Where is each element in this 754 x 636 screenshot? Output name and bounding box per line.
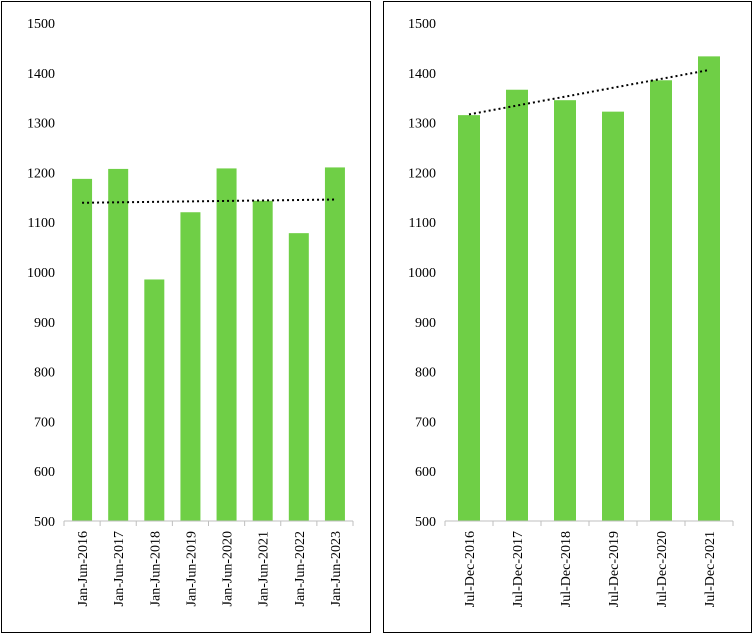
chart1-bar <box>602 111 624 522</box>
chart0-ytick-label: 600 <box>34 465 55 480</box>
chart1-ytick-label: 700 <box>415 415 436 430</box>
chart0-ytick-label: 1100 <box>28 216 55 231</box>
chart-panel-right: 500 600 700 800 900 1000 1100 1200 1300 1400 1500 J… <box>383 1 752 633</box>
chart1-xtick-label: Jul-Dec-2017 <box>511 531 526 607</box>
chart1-ytick-label: 1000 <box>408 266 436 281</box>
chart1-trendline <box>468 69 710 116</box>
chart1-ytick-label: 600 <box>415 465 436 480</box>
chart0-bar <box>216 168 237 521</box>
chart1-ytick-label: 1500 <box>408 17 436 32</box>
chart0-ytick-label: 1500 <box>27 17 55 32</box>
chart1-ytick-label: 1100 <box>409 216 436 231</box>
chart1-ytick-label: 500 <box>415 515 436 530</box>
chart1-xtick-label: Jul-Dec-2016 <box>463 531 478 607</box>
chart1-xtick-label: Jul-Dec-2019 <box>607 531 622 607</box>
chart1-bar <box>650 80 672 522</box>
chart1-ytick-label: 800 <box>415 366 436 381</box>
chart0-ytick-label: 1300 <box>27 117 55 132</box>
chart-right-svg: 500 600 700 800 900 1000 1100 1200 1300 1400 1500 J… <box>408 17 734 607</box>
chart1-ytick-label: 1200 <box>408 166 436 181</box>
chart0-ytick-label: 1400 <box>27 67 55 82</box>
chart1-bar <box>698 56 720 522</box>
chart0-xtick-label: Jan-Jun-2020 <box>221 531 236 606</box>
chart0-xtick-label: Jan-Jun-2022 <box>293 531 308 606</box>
chart0-xtick-label: Jan-Jun-2023 <box>329 531 344 606</box>
chart1-bar <box>458 115 480 521</box>
chart1-xtick-label: Jul-Dec-2021 <box>703 531 718 607</box>
chart0-bar <box>144 279 165 521</box>
chart0-ytick-label: 800 <box>34 366 55 381</box>
chart1-bar <box>506 89 528 522</box>
chart0-bar <box>72 178 93 521</box>
chart0-trendline <box>82 198 335 204</box>
chart0-xtick-label: Jan-Jun-2018 <box>148 531 163 606</box>
chart0-ytick-label: 500 <box>34 515 55 530</box>
chart0-ytick-label: 1000 <box>27 266 55 281</box>
chart0-xtick-label: Jan-Jun-2017 <box>112 531 127 606</box>
chart-panel-left: 500 600 700 800 900 1000 1100 1200 1300 1400 1500 J… <box>1 1 371 633</box>
chart1-xtick-label: Jul-Dec-2020 <box>655 531 670 607</box>
chart0-bar <box>180 212 201 522</box>
chart1-bar <box>554 100 576 521</box>
chart1-ytick-label: 1300 <box>408 117 436 132</box>
chart0-xtick-label: Jan-Jun-2016 <box>76 531 91 606</box>
chart0-bar <box>288 233 309 521</box>
chart0-ytick-label: 700 <box>34 415 55 430</box>
chart0-xtick-label: Jan-Jun-2021 <box>257 531 272 606</box>
chart0-ytick-label: 1200 <box>27 166 55 181</box>
chart1-ytick-label: 900 <box>415 316 436 331</box>
chart1-ytick-label: 1400 <box>408 67 436 82</box>
chart0-xtick-label: Jan-Jun-2019 <box>184 531 199 606</box>
chart0-bar <box>108 168 129 521</box>
chart1-xtick-label: Jul-Dec-2018 <box>559 531 574 607</box>
chart0-bar <box>324 167 345 522</box>
chart-left-svg: 500 600 700 800 900 1000 1100 1200 1300 1400 1500 J… <box>27 17 354 606</box>
chart0-ytick-label: 900 <box>34 316 55 331</box>
chart0-bar <box>252 200 273 521</box>
